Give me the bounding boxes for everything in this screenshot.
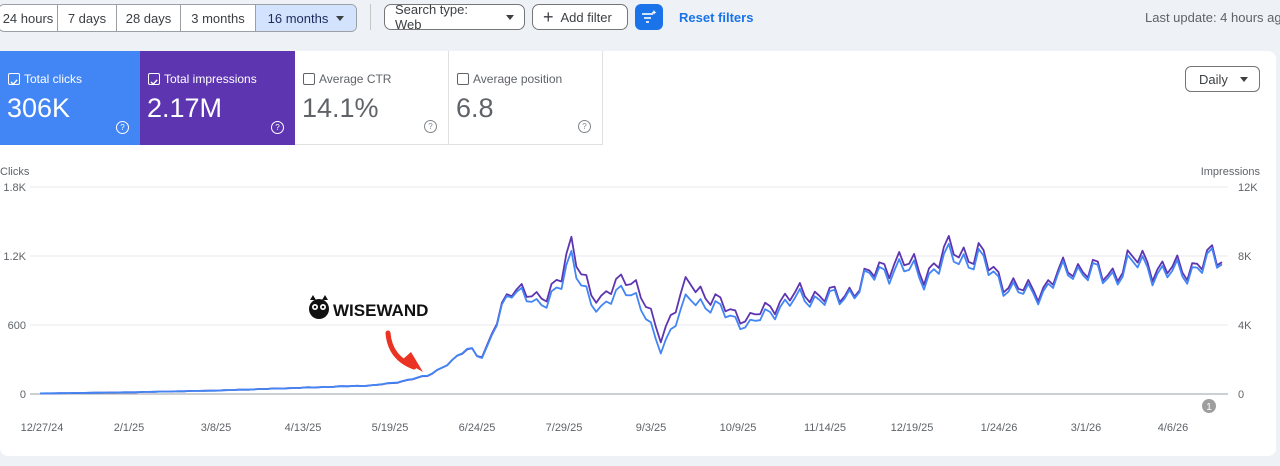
filter-sparkle-icon — [642, 10, 657, 23]
metric-value: 14.1% — [302, 93, 379, 123]
granularity-label: Daily — [1199, 71, 1228, 87]
range-7-days[interactable]: 7 days — [58, 5, 117, 31]
y-tick-label-left: 0 — [20, 389, 26, 401]
range-3-months[interactable]: 3 months — [181, 5, 256, 31]
checkbox-checked-icon[interactable] — [148, 73, 160, 86]
x-tick-label: 1/24/26 — [981, 422, 1018, 434]
range-16-months-label: 16 months — [267, 10, 329, 26]
left-axis-title: Clicks — [0, 166, 30, 178]
chevron-down-icon — [506, 14, 514, 20]
x-tick-label: 9/3/25 — [636, 422, 667, 434]
x-tick-label: 3/8/25 — [201, 422, 232, 434]
x-tick-label: 7/29/25 — [546, 422, 583, 434]
reset-filters-link[interactable]: Reset filters — [679, 10, 754, 25]
last-update-text: Last update: 4 hours ag — [1145, 10, 1280, 25]
help-icon[interactable]: ? — [424, 120, 437, 133]
toolbar-divider — [370, 4, 371, 30]
red-arrow-icon — [385, 330, 417, 370]
granularity-dropdown[interactable]: Daily — [1185, 66, 1260, 92]
chevron-down-icon — [336, 15, 345, 21]
help-icon[interactable]: ? — [578, 120, 591, 133]
annotation-marker-label: 1 — [1206, 402, 1212, 413]
metric-value: 306K — [7, 93, 71, 123]
metric-label: Average CTR — [319, 72, 392, 86]
y-tick-label-right: 0 — [1238, 389, 1244, 401]
y-tick-label-right: 4K — [1238, 320, 1252, 332]
checkbox-unchecked-icon[interactable] — [457, 73, 469, 85]
metric-average-ctr[interactable]: Average CTR 14.1% ? — [295, 51, 449, 145]
x-tick-label: 4/6/26 — [1158, 422, 1189, 434]
metric-label: Total impressions — [164, 72, 257, 86]
x-tick-label: 2/1/25 — [114, 422, 145, 434]
y-tick-label-right: 12K — [1238, 182, 1258, 194]
range-28-days[interactable]: 28 days — [117, 5, 181, 31]
add-filter-button[interactable]: + Add filter — [532, 4, 628, 30]
checkbox-checked-icon[interactable] — [8, 73, 20, 86]
annotation-marker[interactable]: 1 — [1202, 399, 1216, 413]
help-icon[interactable]: ? — [271, 121, 284, 134]
x-tick-label: 6/24/25 — [459, 422, 496, 434]
search-type-label: Search type: Web — [395, 2, 468, 32]
plus-icon: + — [543, 7, 554, 27]
help-icon[interactable]: ? — [116, 121, 129, 134]
range-16-months[interactable]: 16 months — [256, 5, 356, 31]
x-tick-label: 4/13/25 — [285, 422, 322, 434]
metric-value: 6.8 — [456, 93, 494, 123]
range-24-hours[interactable]: 24 hours — [0, 5, 58, 31]
add-filter-label: Add filter — [560, 9, 612, 25]
metric-value: 2.17M — [147, 93, 223, 123]
metric-average-position[interactable]: Average position 6.8 ? — [449, 51, 603, 145]
metric-total-clicks[interactable]: Total clicks 306K ? — [0, 51, 140, 145]
filter-options-button[interactable] — [635, 4, 663, 30]
x-tick-label: 3/1/26 — [1071, 422, 1102, 434]
checkbox-unchecked-icon[interactable] — [303, 73, 315, 85]
owl-logo-icon — [309, 295, 329, 319]
series-line-impressions — [39, 235, 1223, 395]
x-tick-label: 10/9/25 — [720, 422, 757, 434]
series-line-clicks — [39, 242, 1223, 395]
y-tick-label-right: 8K — [1238, 251, 1252, 263]
y-tick-label-left: 600 — [8, 320, 26, 332]
date-range-selector: 24 hours 7 days 28 days 3 months 16 mont… — [0, 4, 357, 32]
wisewand-logo-text: WISEWAND — [333, 301, 428, 320]
x-tick-label: 11/14/25 — [804, 422, 846, 434]
toolbar: 24 hours 7 days 28 days 3 months 16 mont… — [0, 0, 1280, 36]
x-tick-label: 12/19/25 — [891, 422, 934, 434]
y-tick-label-left: 1.8K — [3, 182, 26, 194]
metric-total-impressions[interactable]: Total impressions 2.17M ? — [140, 51, 295, 145]
search-type-dropdown[interactable]: Search type: Web — [384, 2, 525, 32]
chevron-down-icon — [1239, 76, 1248, 82]
metric-label: Total clicks — [24, 72, 83, 86]
wisewand-annotation: WISEWAND — [309, 295, 428, 372]
right-axis-title: Impressions — [1201, 166, 1261, 178]
x-tick-label: 5/19/25 — [372, 422, 409, 434]
x-tick-label: 12/27/24 — [21, 422, 64, 434]
y-tick-label-left: 1.2K — [3, 251, 26, 263]
red-arrow-head-icon — [402, 352, 423, 372]
metric-label: Average position — [473, 72, 563, 86]
